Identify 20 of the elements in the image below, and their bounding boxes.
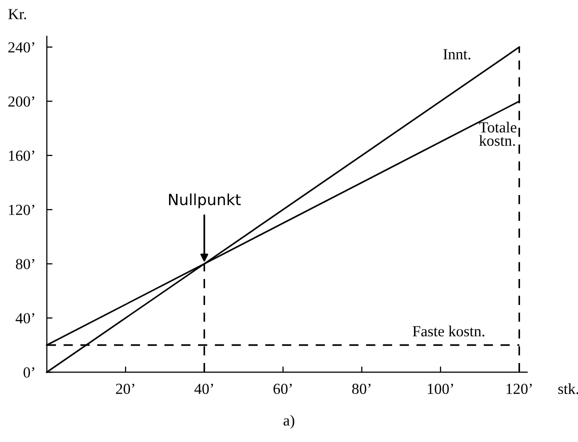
y-tick-label: 0’ bbox=[24, 367, 34, 378]
y-axis-title: Kr. bbox=[8, 9, 26, 20]
x-tick-label: 40’ bbox=[194, 384, 214, 394]
x-tick-label: 60’ bbox=[274, 384, 292, 394]
text: a) bbox=[284, 414, 294, 429]
y-tick-label: 200’ bbox=[8, 96, 34, 107]
y-tick-label: 120’ bbox=[9, 204, 34, 216]
x-tick-label: 80’ bbox=[352, 384, 370, 394]
y-tick-label: 80’ bbox=[16, 258, 34, 270]
series-label: Faste kostn. bbox=[412, 326, 484, 336]
series-label: Totale kostn. bbox=[479, 122, 516, 146]
x-tick-label: 100’ bbox=[428, 384, 454, 394]
y-tick-label: 160’ bbox=[9, 150, 34, 161]
y-tick-label: 240’ bbox=[8, 42, 34, 53]
x-axis-title: stk. bbox=[558, 383, 578, 394]
y-tick-label: 40’ bbox=[16, 313, 34, 324]
series-label: Innt. bbox=[443, 49, 470, 60]
annotation: Nullpunkt bbox=[169, 193, 241, 208]
x-tick-label: 120’ bbox=[506, 384, 532, 394]
x-tick-label: 20’ bbox=[116, 384, 134, 394]
